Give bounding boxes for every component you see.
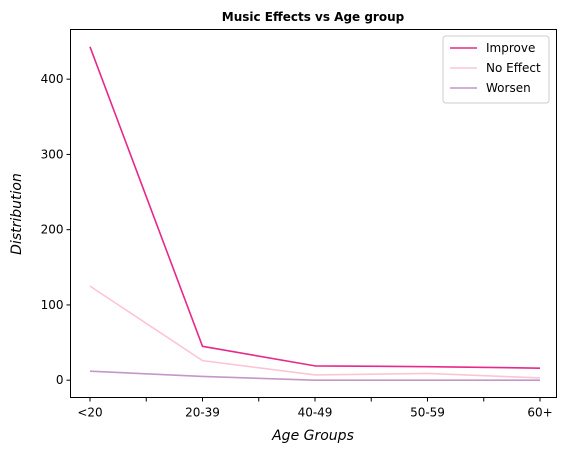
legend-box [442,35,550,104]
x-axis: <20 20-39 40-49 50-59 60+ [77,397,553,420]
x-tick-label: 50-59 [410,406,445,420]
y-tick-label: 400 [41,72,64,86]
plot-area [70,29,557,398]
series-line [89,46,541,369]
y-tick-label: 100 [41,298,64,312]
x-tick-label: 40-49 [298,406,333,420]
y-tick-label: 200 [41,223,64,237]
chart-title: Music Effects vs Age group [222,10,405,24]
y-tick-label: 300 [41,147,64,161]
y-axis: 0 100 200 300 400 [41,72,71,387]
legend-label: Improve [486,41,535,55]
x-tick-label: 20-39 [185,406,220,420]
series-lines [89,46,541,381]
x-tick-label: 60+ [527,406,552,420]
series-line [89,285,541,379]
legend: Improve No Effect Worsen [442,35,550,104]
series-line [89,370,540,381]
legend-label: Worsen [486,81,531,95]
legend-label: No Effect [486,61,541,75]
y-tick-label: 0 [56,373,64,387]
y-axis-label: Distribution [9,173,25,255]
x-tick-label: <20 [77,406,102,420]
x-axis-label: Age Groups [271,428,354,444]
